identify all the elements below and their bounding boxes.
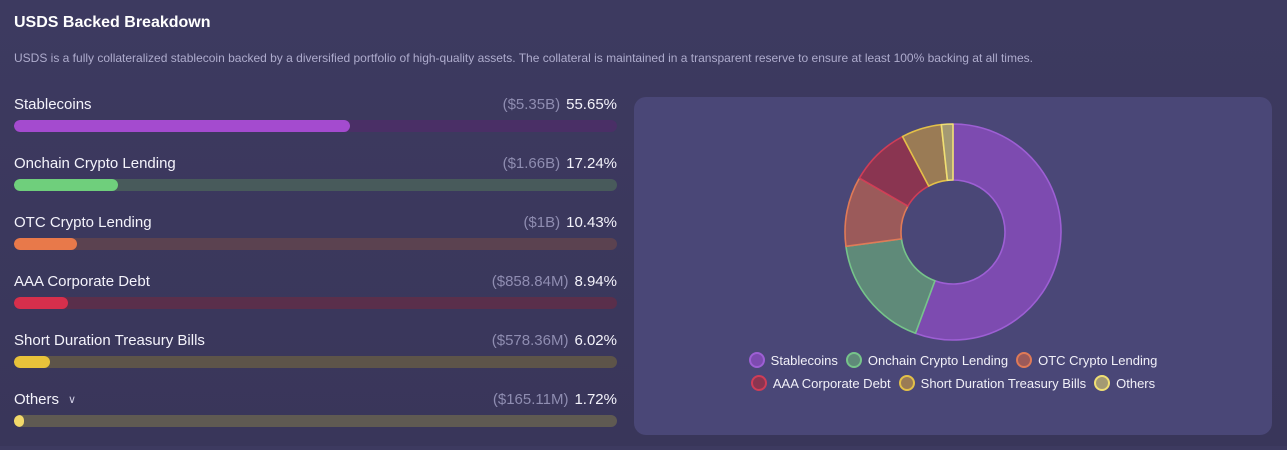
- breakdown-row[interactable]: Others ∨ ($165.11M) 1.72%: [14, 391, 617, 450]
- progress-fill: [14, 238, 77, 250]
- breakdown-label-text: Short Duration Treasury Bills: [14, 332, 205, 349]
- progress-fill: [14, 120, 350, 132]
- legend-item[interactable]: Others: [1094, 375, 1155, 391]
- breakdown-amount: ($1.66B): [502, 155, 561, 172]
- breakdown-row: AAA Corporate Debt ($858.84M) 8.94%: [14, 273, 617, 332]
- breakdown-label: Others ∨: [14, 391, 76, 408]
- breakdown-percent: 8.94%: [574, 273, 617, 290]
- legend-swatch: [898, 375, 915, 391]
- breakdown-label-text: OTC Crypto Lending: [14, 214, 152, 231]
- breakdown-values: ($5.35B) 55.65%: [503, 96, 617, 113]
- legend-swatch: [1016, 352, 1033, 368]
- legend-item[interactable]: Onchain Crypto Lending: [845, 352, 1009, 368]
- breakdown-label-text: Onchain Crypto Lending: [14, 155, 176, 172]
- progress-fill: [14, 415, 25, 427]
- progress-track: [14, 415, 617, 427]
- breakdown-amount: ($165.11M): [492, 391, 569, 408]
- progress-track: [14, 120, 617, 132]
- legend-label: Others: [1116, 375, 1156, 391]
- breakdown-percent: 6.02%: [574, 332, 617, 349]
- breakdown-label: Short Duration Treasury Bills: [14, 332, 205, 349]
- breakdown-amount: ($578.36M): [491, 332, 569, 349]
- progress-track: [14, 238, 617, 250]
- legend-label: Stablecoins: [770, 352, 838, 368]
- donut-slice[interactable]: [914, 123, 1062, 341]
- breakdown-label-text: Stablecoins: [14, 96, 92, 113]
- breakdown-values: ($1.66B) 17.24%: [503, 155, 617, 172]
- donut-chart: [844, 123, 1062, 341]
- breakdown-values: ($1B) 10.43%: [523, 214, 617, 231]
- legend-item[interactable]: AAA Corporate Debt: [750, 375, 891, 391]
- breakdown-amount: ($858.84M): [491, 273, 569, 290]
- page-title: USDS Backed Breakdown: [14, 14, 211, 31]
- breakdown-percent: 10.43%: [566, 214, 617, 231]
- legend-swatch: [750, 375, 767, 391]
- legend-swatch: [1094, 375, 1111, 391]
- breakdown-values: ($165.11M) 1.72%: [493, 391, 617, 408]
- breakdown-percent: 55.65%: [566, 96, 617, 113]
- legend-item[interactable]: OTC Crypto Lending: [1016, 352, 1157, 368]
- breakdown-row: OTC Crypto Lending ($1B) 10.43%: [14, 214, 617, 273]
- breakdown-amount: ($1B): [523, 214, 561, 231]
- breakdown-label: AAA Corporate Debt: [14, 273, 150, 290]
- legend-swatch: [845, 352, 862, 368]
- progress-fill: [14, 356, 51, 368]
- breakdown-percent: 1.72%: [574, 391, 617, 408]
- legend-label: Onchain Crypto Lending: [867, 352, 1009, 368]
- breakdown-label-text: AAA Corporate Debt: [14, 273, 150, 290]
- breakdown-percent: 17.24%: [566, 155, 617, 172]
- legend-item[interactable]: Stablecoins: [748, 352, 838, 368]
- progress-track: [14, 179, 617, 191]
- breakdown-list: Stablecoins ($5.35B) 55.65% Onchain Crypto …: [14, 96, 617, 450]
- legend-label: OTC Crypto Lending: [1038, 352, 1158, 368]
- breakdown-label: OTC Crypto Lending: [14, 214, 152, 231]
- breakdown-values: ($578.36M) 6.02%: [492, 332, 617, 349]
- breakdown-amount: ($5.35B): [502, 96, 561, 113]
- breakdown-label: Onchain Crypto Lending: [14, 155, 176, 172]
- chevron-down-icon[interactable]: ∨: [68, 394, 77, 406]
- breakdown-row: Onchain Crypto Lending ($1.66B) 17.24%: [14, 155, 617, 214]
- progress-fill: [14, 179, 118, 191]
- progress-fill: [14, 297, 68, 309]
- chart-panel: Stablecoins Onchain Crypto Lending OTC Cry…: [634, 97, 1272, 435]
- legend-swatch: [748, 352, 765, 368]
- legend-label: AAA Corporate Debt: [772, 375, 891, 391]
- breakdown-label-text: Others: [14, 391, 60, 408]
- donut-slice[interactable]: [940, 123, 954, 182]
- legend-item[interactable]: Short Duration Treasury Bills: [898, 375, 1087, 391]
- breakdown-row: Stablecoins ($5.35B) 55.65%: [14, 96, 617, 155]
- breakdown-label: Stablecoins: [14, 96, 92, 113]
- progress-track: [14, 356, 617, 368]
- legend-label: Short Duration Treasury Bills: [920, 375, 1087, 391]
- page-description: USDS is a fully collateralized stablecoi…: [14, 51, 1033, 65]
- breakdown-values: ($858.84M) 8.94%: [492, 273, 617, 290]
- progress-track: [14, 297, 617, 309]
- chart-legend: Stablecoins Onchain Crypto Lending OTC Cry…: [634, 352, 1272, 391]
- breakdown-row: Short Duration Treasury Bills ($578.36M) 6…: [14, 332, 617, 391]
